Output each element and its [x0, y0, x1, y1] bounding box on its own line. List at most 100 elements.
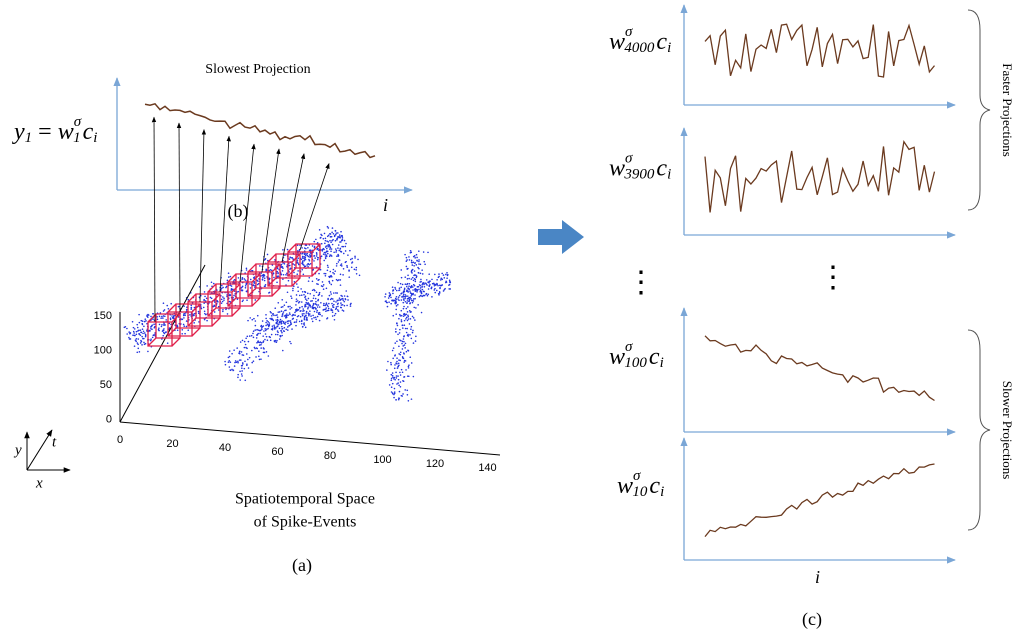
spike-dot: [265, 324, 267, 327]
spike-dot: [258, 358, 261, 361]
spike-dot: [434, 273, 436, 276]
spike-dot: [449, 288, 452, 290]
projection-arrow: [199, 129, 207, 303]
formula: wσ 3900ci: [609, 151, 671, 183]
spike-dot: [399, 371, 401, 374]
spike-dot: [314, 257, 316, 259]
spike-dot: [241, 277, 244, 279]
spike-dot: [405, 318, 407, 320]
spike-dot: [311, 289, 314, 292]
spike-dot: [398, 397, 401, 400]
spike-dot: [128, 336, 130, 339]
spike-dot: [391, 349, 394, 352]
spike-dot: [321, 281, 324, 283]
spike-dot: [261, 320, 264, 322]
spike-dot: [256, 283, 259, 286]
spike-dot: [407, 375, 410, 378]
spike-dot: [331, 302, 333, 305]
spike-dot: [227, 356, 230, 359]
spike-dot: [268, 292, 270, 294]
spike-dot: [183, 325, 186, 327]
spike-dot: [300, 322, 303, 325]
spike-dot: [169, 318, 172, 321]
spike-dot: [321, 295, 323, 297]
formula-part: c: [656, 155, 667, 181]
spike-dot: [326, 269, 329, 272]
spike-dot: [226, 279, 229, 282]
spike-dot: [305, 310, 308, 313]
spike-dot: [277, 324, 279, 326]
spike-dot: [239, 359, 242, 361]
spike-dot: [341, 309, 344, 311]
spike-dot: [211, 285, 213, 288]
spike-dot: [305, 301, 308, 304]
spike-dot: [286, 272, 288, 275]
spike-dot: [448, 284, 450, 286]
spike-dot: [307, 307, 309, 310]
spike-dot: [400, 269, 403, 271]
spike-dot: [264, 329, 267, 332]
spike-dot: [285, 328, 288, 331]
spike-dot: [326, 252, 329, 255]
spike-dot: [323, 302, 325, 305]
spike-dot: [283, 263, 286, 265]
spike-dot: [142, 330, 145, 333]
spike-dot: [265, 268, 267, 271]
spike-dot: [162, 317, 164, 319]
projection-line: [704, 23, 936, 78]
spike-dot: [303, 256, 306, 258]
spike-dot: [233, 294, 235, 297]
spike-dot: [328, 302, 330, 305]
spike-dot: [251, 349, 253, 352]
spike-dot: [149, 330, 151, 332]
spike-dot: [269, 317, 271, 320]
spike-dot: [334, 230, 337, 232]
spike-dot: [414, 319, 416, 321]
spike-dot: [232, 369, 235, 371]
spike-dot: [332, 268, 335, 271]
spike-dot: [342, 274, 344, 276]
spike-dot: [399, 353, 402, 356]
formula-part: σ: [625, 24, 633, 40]
spike-dot: [318, 311, 321, 314]
spike-dot: [292, 317, 295, 320]
spike-dot: [264, 333, 267, 335]
spike-dot: [330, 293, 332, 295]
spike-dot: [335, 278, 338, 281]
spike-dot: [411, 299, 413, 302]
spike-dot: [285, 314, 287, 317]
spike-dot: [388, 301, 390, 303]
spike-dot: [397, 281, 399, 284]
spike-dot: [319, 237, 322, 239]
spike-dot: [407, 297, 410, 300]
spike-dot: [399, 381, 402, 383]
spike-dot: [263, 277, 266, 279]
spike-dot: [433, 289, 436, 291]
spike-dot: [347, 254, 349, 256]
spike-dot: [403, 344, 406, 346]
spike-dot: [276, 322, 278, 325]
spike-dot: [223, 299, 225, 301]
spike-dot: [282, 305, 284, 308]
spike-dot: [248, 356, 251, 359]
spike-dot: [326, 240, 328, 242]
spike-dot: [317, 298, 320, 301]
spike-dot: [402, 295, 405, 297]
spike-dot: [404, 276, 407, 278]
spike-dot: [317, 283, 319, 286]
spike-dot: [405, 313, 408, 316]
spike-dot: [291, 328, 293, 330]
spike-dot: [406, 334, 409, 337]
spike-dot: [136, 323, 139, 326]
spike-dot: [304, 326, 307, 329]
spike-dot: [410, 297, 412, 300]
spike-dot: [141, 320, 144, 322]
spike-dot: [401, 283, 404, 286]
spike-dot: [394, 364, 396, 366]
spike-dot: [418, 295, 421, 298]
spike-dot: [313, 288, 315, 291]
spike-dot: [244, 343, 247, 346]
spike-dot: [404, 300, 407, 303]
spike-dot: [135, 333, 138, 336]
brace-label: Faster Projections: [1000, 63, 1015, 157]
